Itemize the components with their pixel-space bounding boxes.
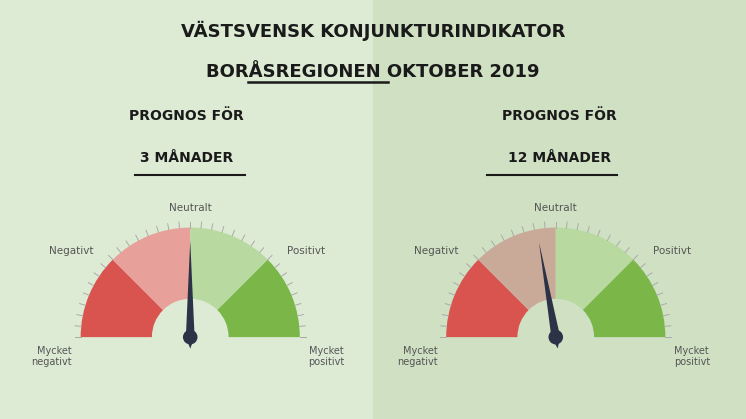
Text: Neutralt: Neutralt: [169, 203, 212, 213]
Text: Positivt: Positivt: [287, 246, 325, 256]
Wedge shape: [478, 228, 556, 310]
Text: Positivt: Positivt: [653, 246, 691, 256]
Text: 3 MÅNADER: 3 MÅNADER: [140, 151, 233, 165]
Wedge shape: [190, 228, 268, 310]
Polygon shape: [186, 241, 195, 349]
Wedge shape: [556, 228, 633, 310]
Text: BORÅSREGIONEN OKTOBER 2019: BORÅSREGIONEN OKTOBER 2019: [206, 63, 540, 81]
Circle shape: [184, 331, 197, 344]
Text: 12 MÅNADER: 12 MÅNADER: [508, 151, 611, 165]
Bar: [373, 0, 746, 419]
Text: Negativt: Negativt: [48, 246, 93, 256]
Text: PROGNOS FÖR: PROGNOS FÖR: [502, 109, 617, 123]
Text: Neutralt: Neutralt: [534, 203, 577, 213]
Text: Mycket
positivt: Mycket positivt: [674, 346, 710, 367]
Wedge shape: [217, 260, 300, 337]
Wedge shape: [583, 260, 665, 337]
Circle shape: [549, 331, 562, 344]
Wedge shape: [81, 260, 163, 337]
Text: Mycket
positivt: Mycket positivt: [309, 346, 345, 367]
Wedge shape: [113, 228, 190, 310]
Text: PROGNOS FÖR: PROGNOS FÖR: [129, 109, 244, 123]
Text: VÄSTSVENSK KONJUNKTURINDIKATOR: VÄSTSVENSK KONJUNKTURINDIKATOR: [181, 21, 565, 41]
Text: Mycket
negativt: Mycket negativt: [31, 346, 72, 367]
Text: Negativt: Negativt: [414, 246, 459, 256]
Polygon shape: [539, 242, 560, 349]
Wedge shape: [446, 260, 529, 337]
Text: Mycket
negativt: Mycket negativt: [397, 346, 437, 367]
